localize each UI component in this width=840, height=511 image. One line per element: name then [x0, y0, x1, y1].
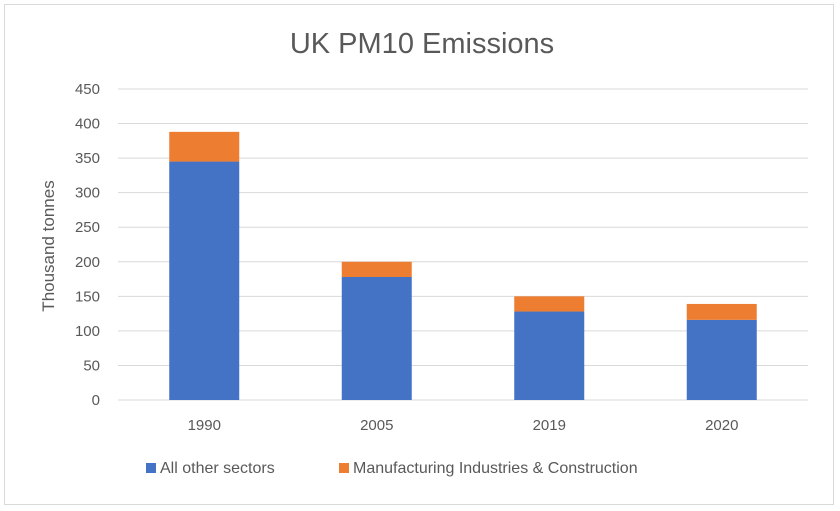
y-tick-label: 250 [75, 219, 100, 236]
bar-segment [686, 319, 757, 400]
bar-segment [341, 276, 412, 400]
legend-swatch [339, 463, 349, 473]
x-axis-ticks: 1990 2005 2019 2020 [188, 417, 739, 434]
y-tick-label: 350 [75, 150, 100, 167]
y-tick-label: 50 [83, 357, 100, 374]
x-tick-label: 2020 [705, 417, 738, 434]
bar-segment [514, 296, 585, 312]
y-tick-label: 0 [92, 392, 100, 409]
y-tick-label: 400 [75, 116, 100, 133]
y-tick-label: 150 [75, 288, 100, 305]
y-axis-ticks: 0 50 100 150 200 250 300 350 400 450 [75, 81, 100, 409]
bar-segment [341, 261, 412, 277]
y-tick-label: 200 [75, 254, 100, 271]
y-tick-label: 100 [75, 323, 100, 340]
bar-segment [686, 303, 757, 320]
legend-swatch [146, 463, 156, 473]
legend-label: All other sectors [160, 460, 275, 477]
bar-segment [169, 161, 240, 400]
chart-title: UK PM10 Emissions [290, 28, 554, 60]
legend-label: Manufacturing Industries & Construction [353, 460, 638, 477]
y-axis-label: Thousand tonnes [39, 180, 58, 311]
x-tick-label: 1990 [188, 417, 221, 434]
bar-segment [169, 131, 240, 162]
chart-frame [4, 4, 834, 505]
x-tick-label: 2019 [533, 417, 566, 434]
y-tick-label: 300 [75, 185, 100, 202]
y-tick-label: 450 [75, 81, 100, 98]
bars [169, 131, 757, 400]
legend: All other sectors Manufacturing Industrie… [146, 460, 638, 477]
x-tick-label: 2005 [360, 417, 393, 434]
bar-segment [514, 311, 585, 400]
